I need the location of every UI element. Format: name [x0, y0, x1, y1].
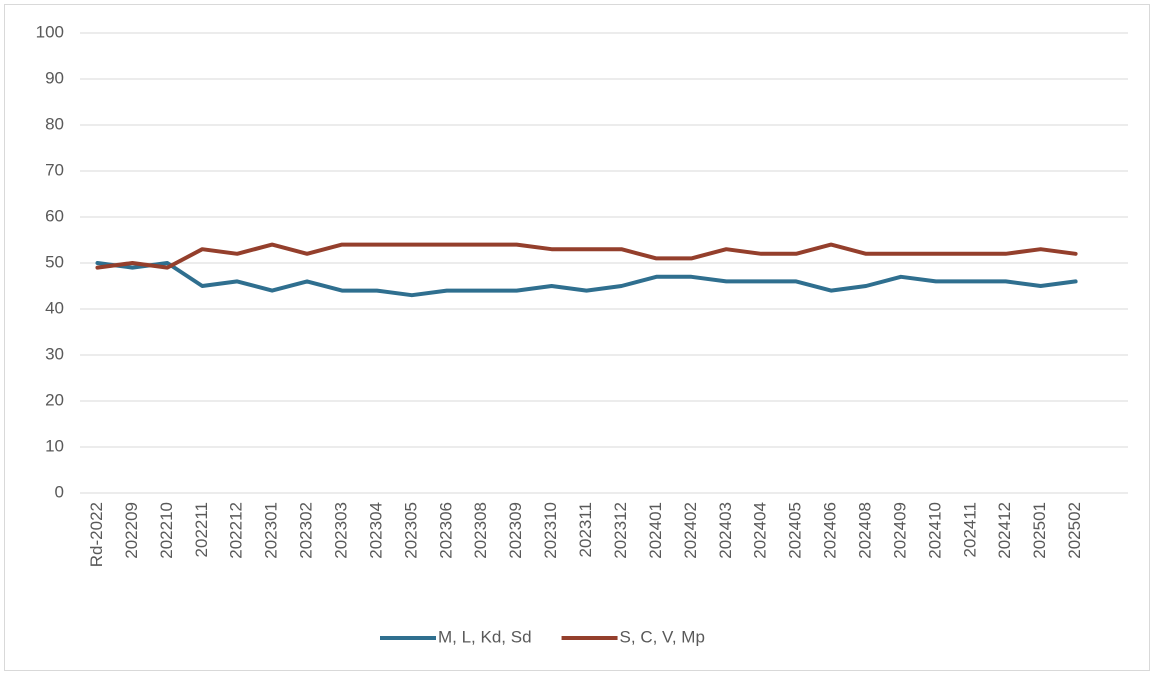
- x-tick-label: 202306: [436, 502, 455, 559]
- x-tick-label: 202304: [366, 502, 385, 559]
- y-tick-label: 50: [45, 252, 64, 271]
- x-tick-label: 202309: [506, 502, 525, 559]
- x-tick-label: 202305: [401, 502, 420, 559]
- x-tick-label: 202210: [157, 502, 176, 559]
- x-tick-label: 202403: [716, 502, 735, 559]
- y-tick-label: 90: [45, 68, 64, 87]
- series-line: [95, 261, 1078, 298]
- y-tick-label: 30: [45, 344, 64, 363]
- x-tick-label: 202211: [192, 502, 211, 557]
- y-tick-label: 10: [45, 436, 64, 455]
- chart-frame: [4, 4, 1150, 671]
- x-tick-label: 202402: [681, 502, 700, 559]
- x-tick-label: 202410: [925, 502, 944, 559]
- y-tick-label: 40: [45, 298, 64, 317]
- x-tick-label: 202308: [471, 502, 490, 559]
- x-tick-label: 202311: [576, 502, 595, 557]
- x-tick-label: 202501: [1030, 502, 1049, 559]
- x-tick-label: 202312: [611, 502, 630, 559]
- x-tick-label: 202409: [890, 502, 909, 559]
- y-tick-label: 80: [45, 114, 64, 133]
- series-line: [95, 242, 1078, 270]
- y-tick-label: 70: [45, 160, 64, 179]
- x-tick-label: 202412: [995, 502, 1014, 559]
- x-tick-label: 202401: [646, 502, 665, 559]
- x-tick-label: 202301: [262, 502, 281, 559]
- legend-label: M, L, Kd, Sd: [438, 627, 532, 646]
- x-tick-label: Rd-2022: [87, 502, 106, 567]
- x-tick-label: 202502: [1065, 502, 1084, 559]
- x-tick-label: 202310: [541, 502, 560, 559]
- x-tick-label: 202406: [821, 502, 840, 559]
- x-tick-label: 202209: [122, 502, 141, 559]
- x-tick-label: 202302: [297, 502, 316, 559]
- legend-label: S, C, V, Mp: [620, 627, 705, 646]
- y-tick-label: 60: [45, 206, 64, 225]
- x-tick-label: 202303: [331, 502, 350, 559]
- x-tick-label: 202212: [227, 502, 246, 559]
- x-tick-label: 202404: [751, 502, 770, 559]
- y-tick-label: 20: [45, 390, 64, 409]
- x-tick-label: 202411: [960, 502, 979, 557]
- y-tick-label: 100: [36, 22, 64, 41]
- y-tick-label: 0: [55, 482, 64, 501]
- x-tick-label: 202405: [786, 502, 805, 559]
- x-tick-label: 202408: [855, 502, 874, 559]
